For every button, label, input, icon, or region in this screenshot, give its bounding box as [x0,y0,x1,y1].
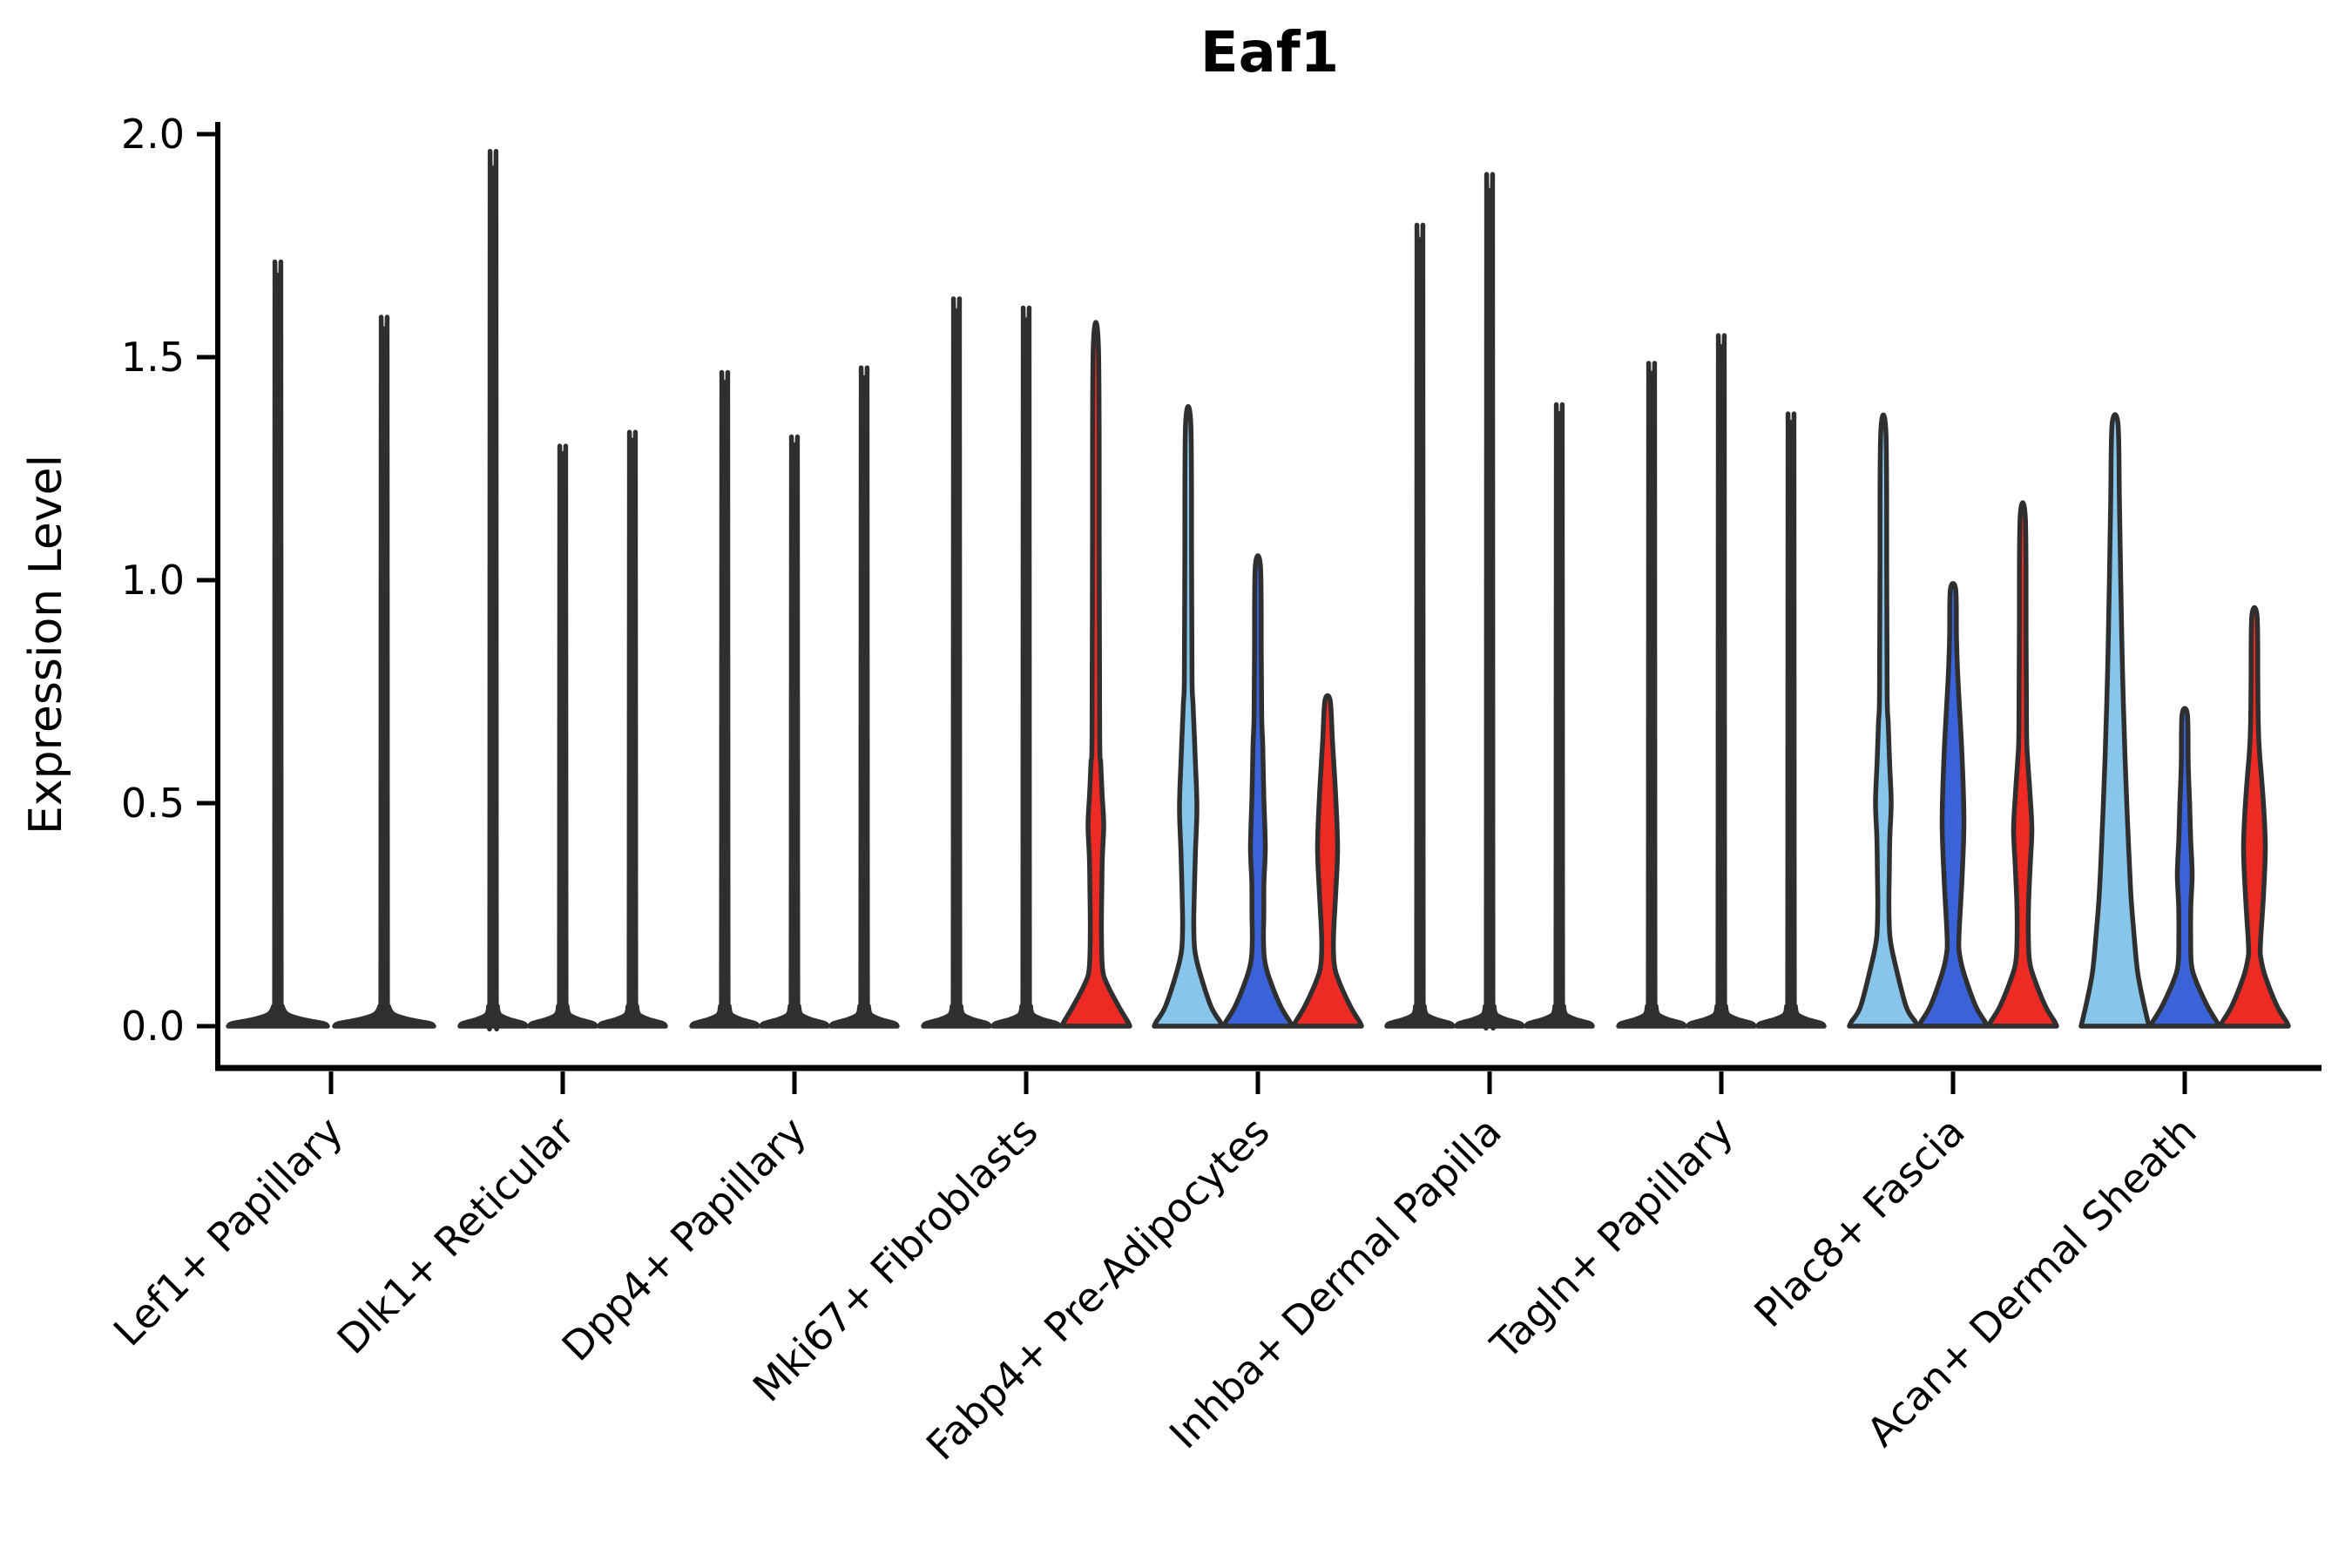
y-axis-label: Expression Level [20,455,72,835]
violin-blue-group-5 [1221,553,1294,1029]
violin-blue-group-4 [990,305,1062,1029]
y-tick-label: 0.0 [121,1003,185,1050]
violin-blue-group-1 [332,314,436,1029]
violin-red-group-8 [1986,500,2059,1029]
violin-light_blue-group-4 [921,296,992,1029]
violin-blue-group-3 [759,434,830,1029]
y-tick-label: 2.0 [121,111,185,158]
y-tick-label: 1.0 [121,557,185,604]
violin-light_blue-group-7 [1616,361,1687,1029]
violin-light_blue-group-9 [2078,412,2152,1029]
y-tick-label: 1.5 [121,334,185,381]
violin-red-group-3 [828,365,900,1029]
violin-light_blue-group-2 [457,149,529,1031]
violin-red-group-2 [597,429,668,1029]
violin-red-group-7 [1755,411,1827,1029]
chart-title: Eaf1 [1200,21,1339,85]
violin-red-group-5 [1291,693,1364,1029]
violin-light_blue-group-6 [1384,222,1456,1029]
violin-red-group-6 [1524,402,1595,1029]
violin-blue-group-9 [2148,706,2221,1029]
violin-blue-group-6 [1454,172,1525,1031]
violin-light_blue-group-3 [689,369,760,1029]
violin-light_blue-group-5 [1152,403,1225,1029]
violin-red-group-4 [1059,320,1132,1029]
violin-light_blue-group-1 [226,259,330,1029]
y-tick-label: 0.5 [121,780,185,827]
violin-blue-group-8 [1916,581,1990,1029]
violin-red-group-9 [2218,605,2291,1029]
violin-blue-group-7 [1686,333,1757,1029]
violin-light_blue-group-8 [1847,412,1920,1029]
violin-blue-group-2 [527,443,598,1029]
